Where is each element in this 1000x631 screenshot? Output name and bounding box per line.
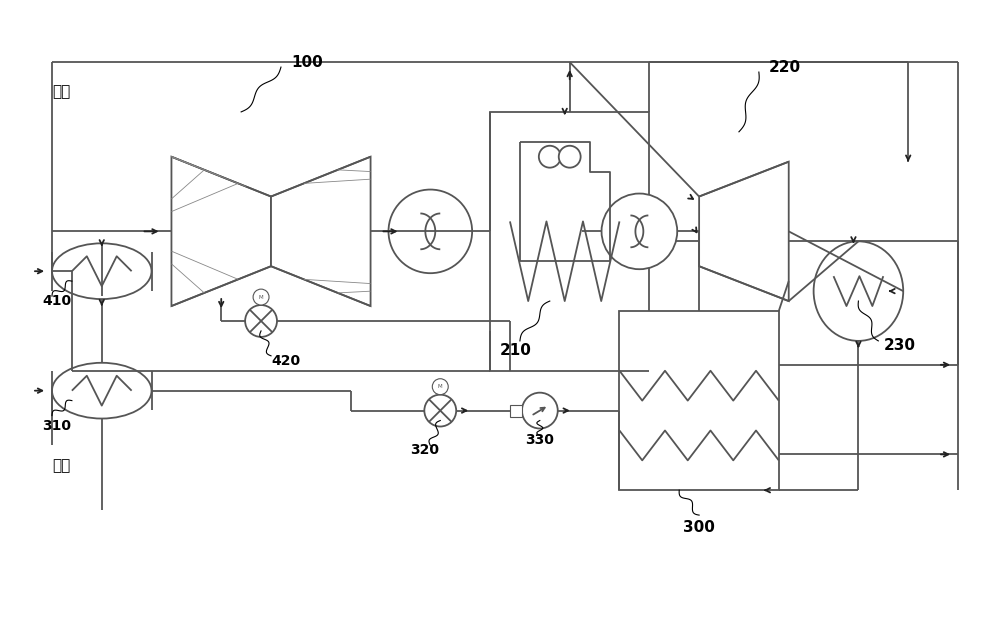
Text: 100: 100 — [291, 55, 323, 69]
Circle shape — [388, 189, 472, 273]
Polygon shape — [171, 156, 271, 306]
Circle shape — [602, 194, 677, 269]
Circle shape — [253, 289, 269, 305]
Text: 310: 310 — [42, 418, 71, 432]
Text: 300: 300 — [683, 520, 715, 535]
Text: 燃料: 燃料 — [52, 458, 70, 473]
Polygon shape — [699, 162, 789, 301]
Text: 220: 220 — [769, 59, 801, 74]
Text: 420: 420 — [271, 354, 300, 368]
FancyBboxPatch shape — [490, 112, 649, 371]
Circle shape — [432, 379, 448, 394]
Ellipse shape — [52, 363, 152, 418]
Text: 320: 320 — [410, 444, 439, 457]
Circle shape — [245, 305, 277, 337]
Circle shape — [539, 146, 561, 168]
Text: 410: 410 — [42, 294, 71, 308]
Text: 330: 330 — [525, 433, 554, 447]
Text: M: M — [259, 295, 263, 300]
Ellipse shape — [814, 241, 903, 341]
Polygon shape — [271, 156, 371, 306]
Ellipse shape — [52, 244, 152, 299]
Circle shape — [424, 394, 456, 427]
Circle shape — [559, 146, 581, 168]
Text: M: M — [438, 384, 443, 389]
Text: 空气: 空气 — [52, 85, 70, 100]
Text: 230: 230 — [883, 338, 915, 353]
FancyBboxPatch shape — [510, 404, 522, 416]
Text: 210: 210 — [500, 343, 532, 358]
Circle shape — [522, 392, 558, 428]
FancyBboxPatch shape — [619, 311, 779, 490]
